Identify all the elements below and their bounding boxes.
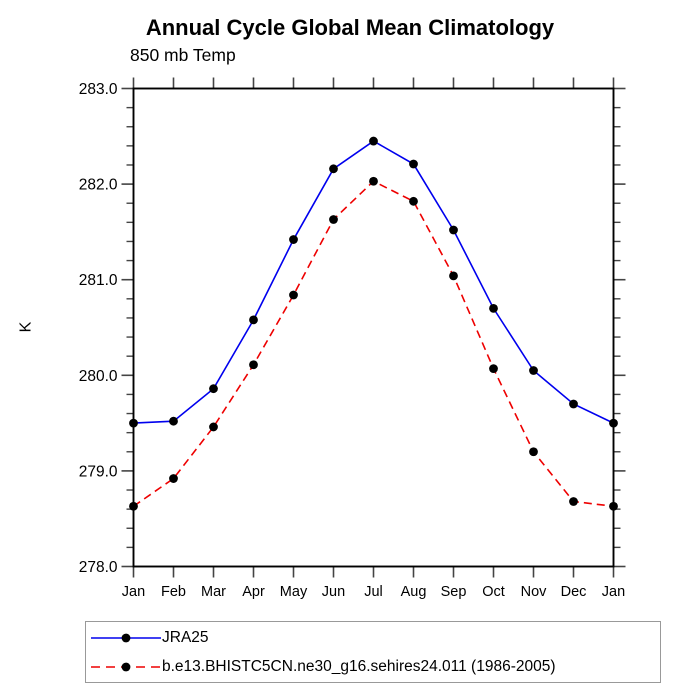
series-1-marker (329, 215, 338, 224)
legend-marker-dot (121, 633, 131, 643)
y-tick-label: 278.0 (79, 559, 118, 576)
y-tick-label: 279.0 (79, 463, 118, 480)
legend-line-sample-dashed (91, 662, 161, 672)
series-0-marker (609, 418, 618, 428)
legend-label-jra25: JRA25 (162, 629, 209, 647)
x-tick-label: Jan (602, 584, 625, 600)
series-1-marker (369, 176, 378, 186)
series-0-marker (489, 303, 498, 313)
series-0-marker (569, 399, 578, 409)
series-0-marker (169, 416, 178, 426)
x-tick-label: Jun (322, 584, 345, 600)
series-1-marker (249, 360, 258, 370)
legend-marker-dot (121, 662, 131, 672)
series-1-marker (209, 422, 218, 432)
x-tick-label: Oct (482, 584, 505, 600)
x-tick-label: Mar (201, 584, 226, 600)
y-tick-label: 282.0 (79, 177, 118, 194)
legend-label-model: b.e13.BHISTC5CN.ne30_g16.sehires24.011 (… (162, 658, 556, 676)
series-1-line (133, 180, 614, 508)
legend: JRA25 b.e13.BHISTC5CN.ne30_g16.sehires24… (85, 621, 661, 683)
chart-title: Annual Cycle Global Mean Climatology (145, 15, 555, 40)
x-tick-label: Apr (242, 584, 265, 600)
series-1-marker (169, 474, 178, 483)
y-tick-label: 283.0 (79, 81, 118, 98)
y-tick-label: 281.0 (79, 272, 118, 289)
series-0-marker (209, 384, 218, 394)
series-1-marker (129, 501, 138, 511)
x-tick-label: Sep (441, 584, 467, 600)
series-0-marker (129, 418, 138, 428)
series-0-marker (289, 235, 298, 244)
x-tick-label: May (280, 584, 308, 600)
series-1-marker (529, 447, 538, 457)
series-0-marker (249, 315, 258, 325)
axis-frame (132, 87, 615, 568)
series-1-marker (289, 290, 298, 300)
legend-item-jra25: JRA25 (86, 624, 660, 653)
x-tick-label: Jan (122, 584, 145, 600)
x-tick-label: Nov (521, 584, 548, 600)
legend-item-model: b.e13.BHISTC5CN.ne30_g16.sehires24.011 (… (86, 653, 660, 682)
y-tick-label: 280.0 (79, 368, 118, 385)
legend-line-sample-solid (91, 633, 161, 643)
x-tick-label: Feb (161, 584, 186, 600)
chart-subtitle: 850 mb Temp (130, 45, 236, 65)
series-1-marker (609, 501, 618, 511)
x-tick-label: Aug (401, 584, 427, 600)
x-tick-label: Dec (561, 584, 587, 600)
series-1-marker (489, 364, 498, 374)
series-1-marker (449, 271, 458, 281)
series-0-marker (369, 136, 378, 146)
series-0-marker (529, 366, 538, 375)
series-0-marker (449, 225, 458, 235)
series-1-marker (569, 497, 578, 506)
x-tick-label: Jul (364, 584, 383, 600)
series-1-marker (409, 196, 418, 206)
series-0-marker (329, 164, 338, 174)
series-0-marker (409, 159, 418, 169)
